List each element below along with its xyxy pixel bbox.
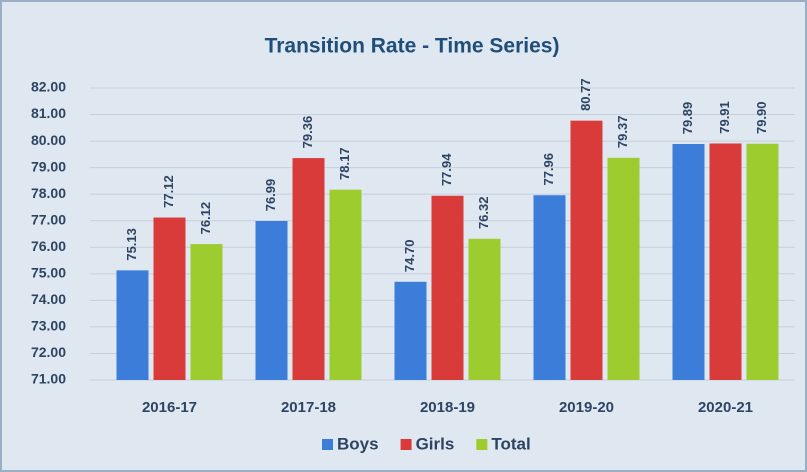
y-tick-label: 81.00: [31, 105, 66, 121]
x-tick-label: 2020-21: [698, 399, 753, 416]
data-label: 77.12: [161, 175, 176, 208]
data-label: 74.70: [402, 240, 417, 273]
data-label: 76.12: [198, 202, 213, 235]
bar: [468, 238, 501, 380]
y-tick-label: 79.00: [31, 158, 66, 174]
data-label: 79.89: [680, 102, 695, 135]
y-tick-label: 80.00: [31, 132, 66, 148]
x-tick-label: 2019-20: [559, 399, 614, 416]
bar: [533, 195, 566, 380]
data-label: 79.91: [717, 101, 732, 134]
data-label: 76.99: [263, 179, 278, 212]
legend-label: Girls: [416, 434, 455, 453]
data-label: 76.32: [476, 197, 491, 230]
bar: [255, 220, 288, 380]
x-tick-label: 2017-18: [281, 399, 336, 416]
bar: [394, 281, 427, 380]
data-label: 77.94: [439, 153, 454, 186]
bar: [329, 189, 362, 380]
bar: [607, 157, 640, 380]
data-label: 80.77: [578, 78, 593, 111]
bar: [116, 270, 149, 380]
bar: [746, 143, 779, 380]
bar: [190, 244, 223, 380]
x-tick-label: 2018-19: [420, 399, 475, 416]
legend-label: Boys: [337, 434, 379, 453]
data-label: 79.90: [754, 101, 769, 134]
data-label: 77.96: [541, 153, 556, 186]
bar: [292, 158, 325, 380]
bar: [672, 144, 705, 380]
chart-title: Transition Rate - Time Series): [265, 35, 560, 58]
y-tick-label: 77.00: [31, 211, 66, 227]
data-label: 79.37: [615, 116, 630, 149]
y-tick-label: 78.00: [31, 185, 66, 201]
legend-swatch: [322, 439, 333, 450]
legend-swatch: [400, 439, 412, 450]
y-tick-label: 74.00: [31, 291, 66, 307]
y-tick-label: 82.00: [31, 79, 66, 95]
data-label: 75.13: [124, 228, 139, 261]
y-tick-label: 72.00: [31, 344, 66, 360]
bar: [709, 143, 742, 380]
y-tick-label: 71.00: [31, 371, 66, 387]
data-label: 79.36: [300, 116, 315, 149]
y-tick-label: 73.00: [31, 318, 66, 334]
bar: [153, 217, 186, 380]
legend-label: Total: [491, 434, 530, 453]
bar: [431, 195, 464, 380]
data-label: 78.17: [337, 147, 352, 180]
y-tick-label: 75.00: [31, 265, 66, 281]
bar: [570, 120, 603, 380]
x-tick-label: 2016-17: [142, 399, 197, 416]
y-tick-label: 76.00: [31, 238, 66, 254]
legend-swatch: [476, 439, 488, 450]
